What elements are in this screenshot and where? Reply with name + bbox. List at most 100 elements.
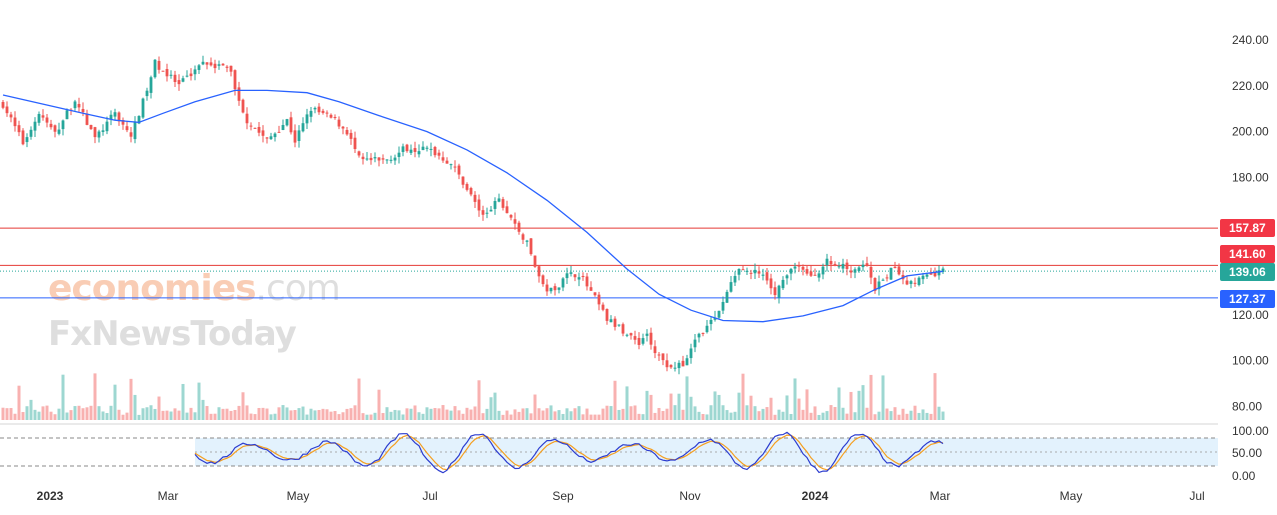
candle-body — [93, 127, 97, 138]
candle-body — [373, 157, 377, 159]
volume-bar — [681, 409, 685, 420]
candle-body — [445, 160, 449, 164]
volume-bar — [293, 410, 297, 420]
volume-bar — [445, 409, 449, 420]
candle-body — [113, 112, 117, 117]
candle-body — [937, 270, 941, 276]
candle-body — [193, 69, 197, 75]
candle-body — [357, 151, 361, 156]
candle-body — [473, 194, 477, 202]
volume-bar — [133, 394, 137, 420]
candle-body — [617, 324, 621, 326]
candle-body — [873, 278, 877, 291]
volume-bar — [173, 408, 177, 420]
volume-bar — [609, 406, 613, 420]
volume-bar — [793, 378, 797, 420]
volume-bar — [45, 405, 49, 420]
candle-body — [33, 121, 37, 131]
volume-bar — [469, 409, 473, 420]
time-tick-label: 2023 — [37, 489, 64, 503]
candle-body — [769, 278, 773, 289]
volume-bar — [9, 408, 13, 420]
volume-bar — [389, 411, 393, 420]
volume-bar — [909, 410, 913, 420]
volume-bar — [765, 407, 769, 420]
volume-bar — [537, 408, 541, 420]
time-axis[interactable]: 2023 Mar May Jul Sep Nov 2024 Mar May Jul — [37, 489, 1205, 503]
price-labels: 157.87 141.60 139.06 127.37 — [1220, 219, 1275, 308]
volume-bar — [401, 414, 405, 420]
volume-bar — [209, 413, 213, 420]
candle-body — [857, 267, 861, 271]
candle-body — [233, 70, 237, 90]
volume-bar — [641, 414, 645, 420]
volume-bar — [161, 410, 165, 420]
volume-bar — [329, 411, 333, 420]
candle-body — [721, 301, 725, 311]
volume-bar — [393, 409, 397, 420]
volume-bar — [441, 405, 445, 420]
candle-body — [877, 281, 881, 290]
time-tick-label: Mar — [930, 489, 951, 503]
volume-bar — [397, 410, 401, 420]
volume-bar — [921, 409, 925, 420]
candle-body — [821, 266, 825, 275]
candle-body — [713, 317, 717, 320]
volume-bar — [349, 408, 353, 420]
candle-body — [213, 63, 217, 69]
volume-bar — [117, 409, 121, 420]
candle-body — [157, 60, 161, 70]
volume-bar — [685, 376, 689, 420]
volume-bar — [177, 410, 181, 420]
candle-body — [461, 176, 465, 185]
candle-body — [749, 272, 753, 274]
candle-body — [21, 130, 25, 145]
candle-body — [145, 90, 149, 97]
candle-body — [205, 62, 209, 65]
volume-bar — [145, 407, 149, 420]
candle-body — [545, 284, 549, 292]
price-axis[interactable]: 240.00 220.00 200.00 180.00 120.00 100.00 80.0… — [1232, 33, 1269, 413]
volume-bar — [493, 392, 497, 420]
moving-average-line — [2, 89, 944, 323]
candle-body — [601, 304, 605, 310]
candle-body — [101, 130, 105, 132]
volume-bar — [501, 414, 505, 420]
stoch-tick-label: 50.00 — [1232, 446, 1262, 460]
time-tick-label: Nov — [679, 489, 700, 503]
candle-body — [197, 65, 201, 70]
candle-body — [441, 157, 445, 161]
volume-bar — [741, 373, 745, 420]
stoch-d-line — [194, 434, 944, 471]
candle-body — [917, 277, 921, 285]
price-tag-141.60: 141.60 — [1220, 245, 1275, 263]
candle-body — [541, 275, 545, 285]
candle-body — [321, 110, 325, 113]
candle-body — [625, 334, 629, 336]
candle-body — [809, 271, 813, 276]
volume-bar — [829, 405, 833, 420]
candle-body — [697, 333, 701, 338]
volume-bar — [313, 410, 317, 420]
volume-bar — [381, 413, 385, 420]
candle-body — [641, 338, 645, 344]
volume-bar — [121, 414, 125, 420]
candle-body — [737, 269, 741, 275]
volume-bar — [541, 410, 545, 420]
candle-body — [649, 332, 653, 345]
volume-bar — [113, 384, 117, 420]
stoch-k-line — [194, 431, 944, 474]
volume-bar — [653, 412, 657, 420]
volume-bar — [489, 397, 493, 420]
candle-body — [841, 263, 845, 269]
volume-bar — [5, 408, 9, 420]
candle-body — [313, 107, 317, 110]
volume-bar — [361, 413, 365, 420]
volume-bar — [301, 406, 305, 420]
volume-bar — [569, 411, 573, 420]
stochastic-axis: 100.00 50.00 0.00 — [1232, 424, 1269, 483]
volume-bar — [549, 405, 553, 420]
candle-body — [525, 240, 529, 242]
volume-bar — [929, 413, 933, 420]
